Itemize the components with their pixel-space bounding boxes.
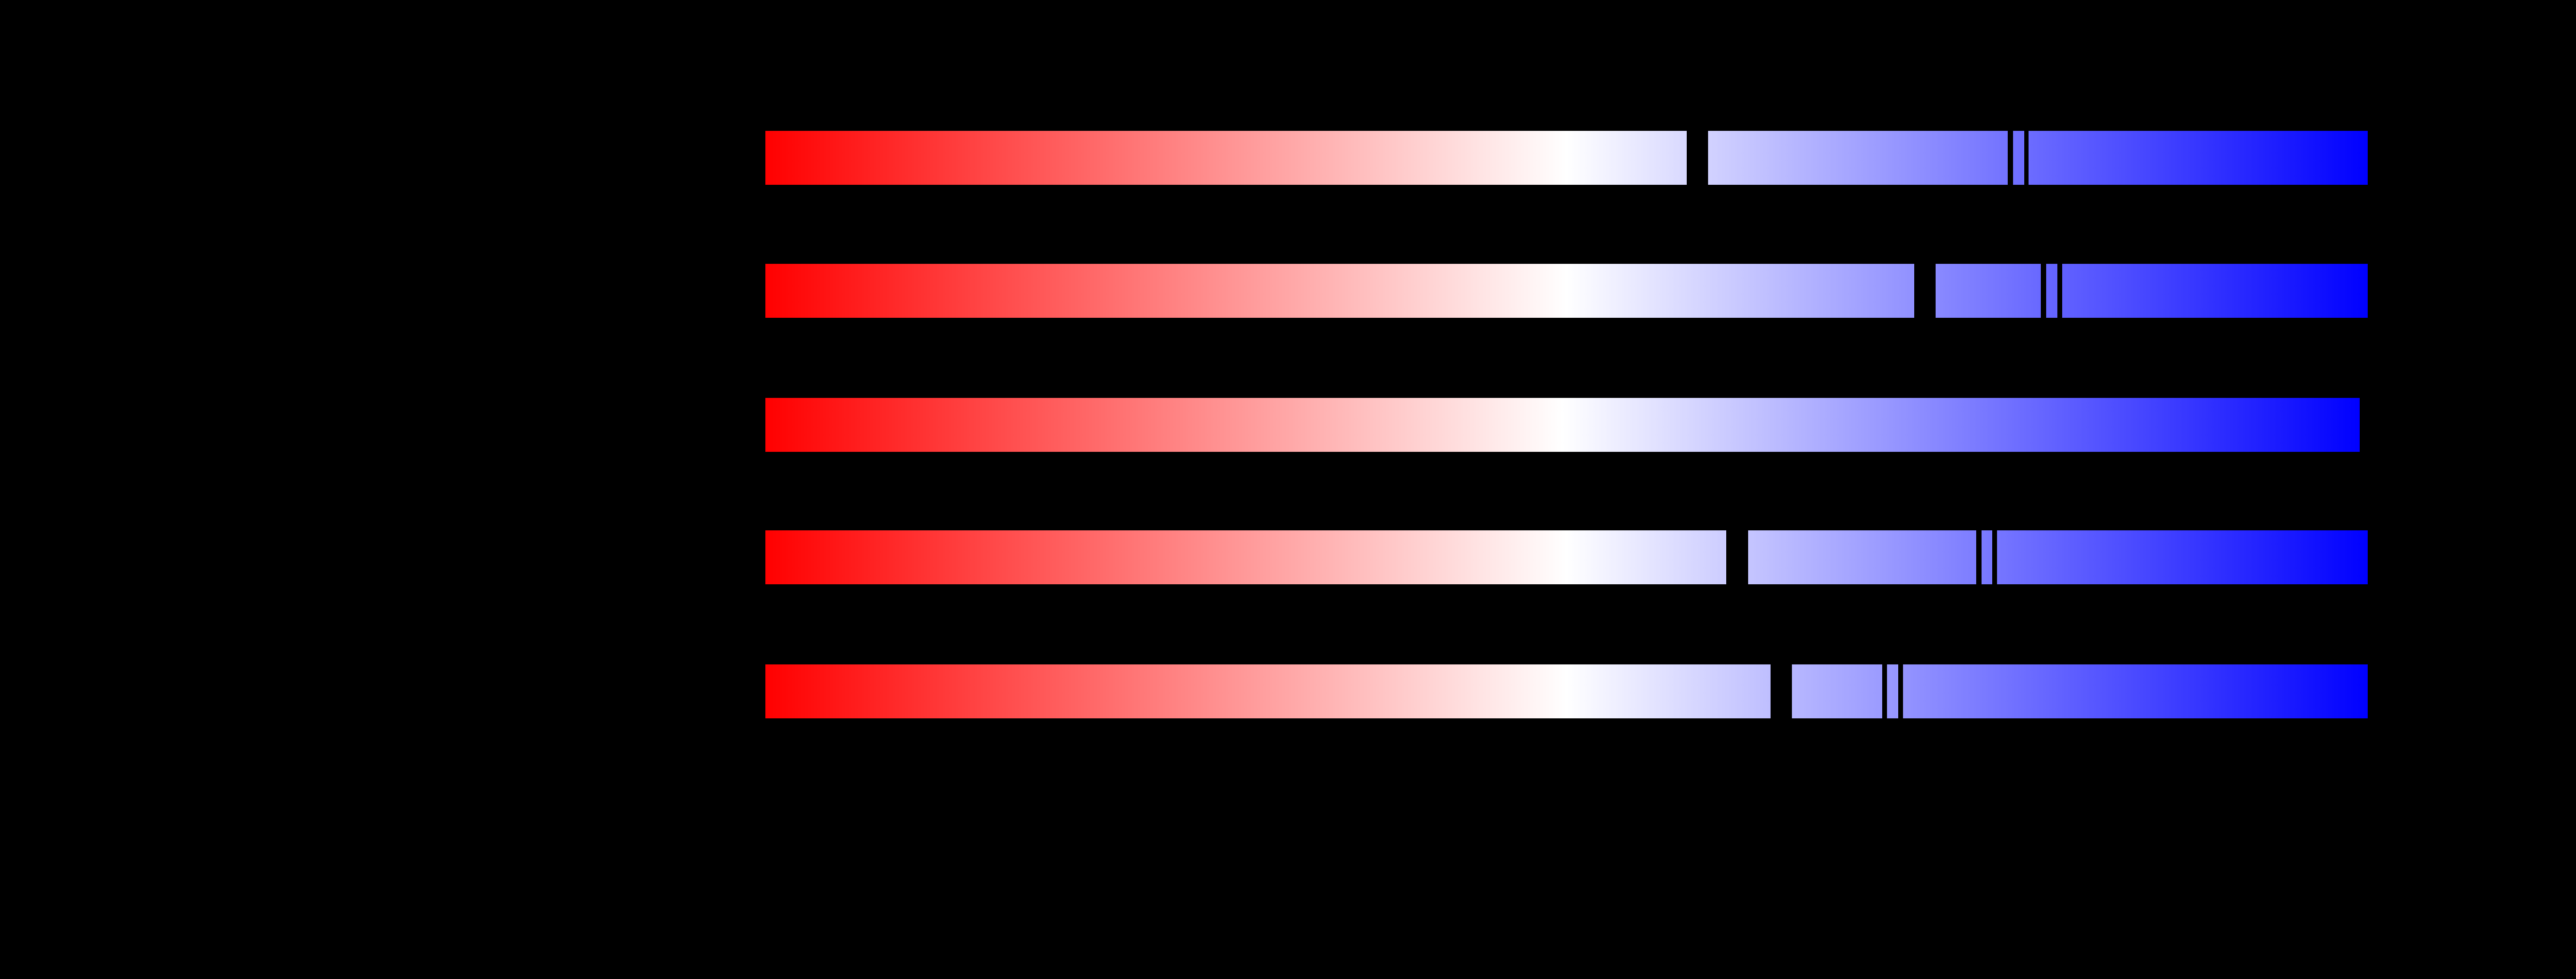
gradient-bar-2	[765, 264, 2368, 318]
thin-marker-tick	[2041, 264, 2046, 318]
thin-marker-tick	[2008, 131, 2013, 185]
gradient-bar-4	[765, 530, 2368, 584]
thin-marker-tick	[1976, 530, 1982, 584]
gradient-bar-5	[765, 664, 2368, 718]
thin-marker-tick	[1992, 530, 1997, 584]
thick-marker-tick	[1914, 264, 1936, 318]
thick-marker-tick	[1687, 131, 1708, 185]
thin-marker-tick	[1898, 664, 1903, 718]
thick-marker-tick	[1771, 664, 1792, 718]
gradient-bar-1	[765, 131, 2368, 185]
gradient-bar-3	[765, 398, 2360, 452]
thin-marker-tick	[2024, 131, 2029, 185]
thin-marker-tick	[1882, 664, 1887, 718]
thin-marker-tick	[2057, 264, 2062, 318]
thick-marker-tick	[1726, 530, 1748, 584]
